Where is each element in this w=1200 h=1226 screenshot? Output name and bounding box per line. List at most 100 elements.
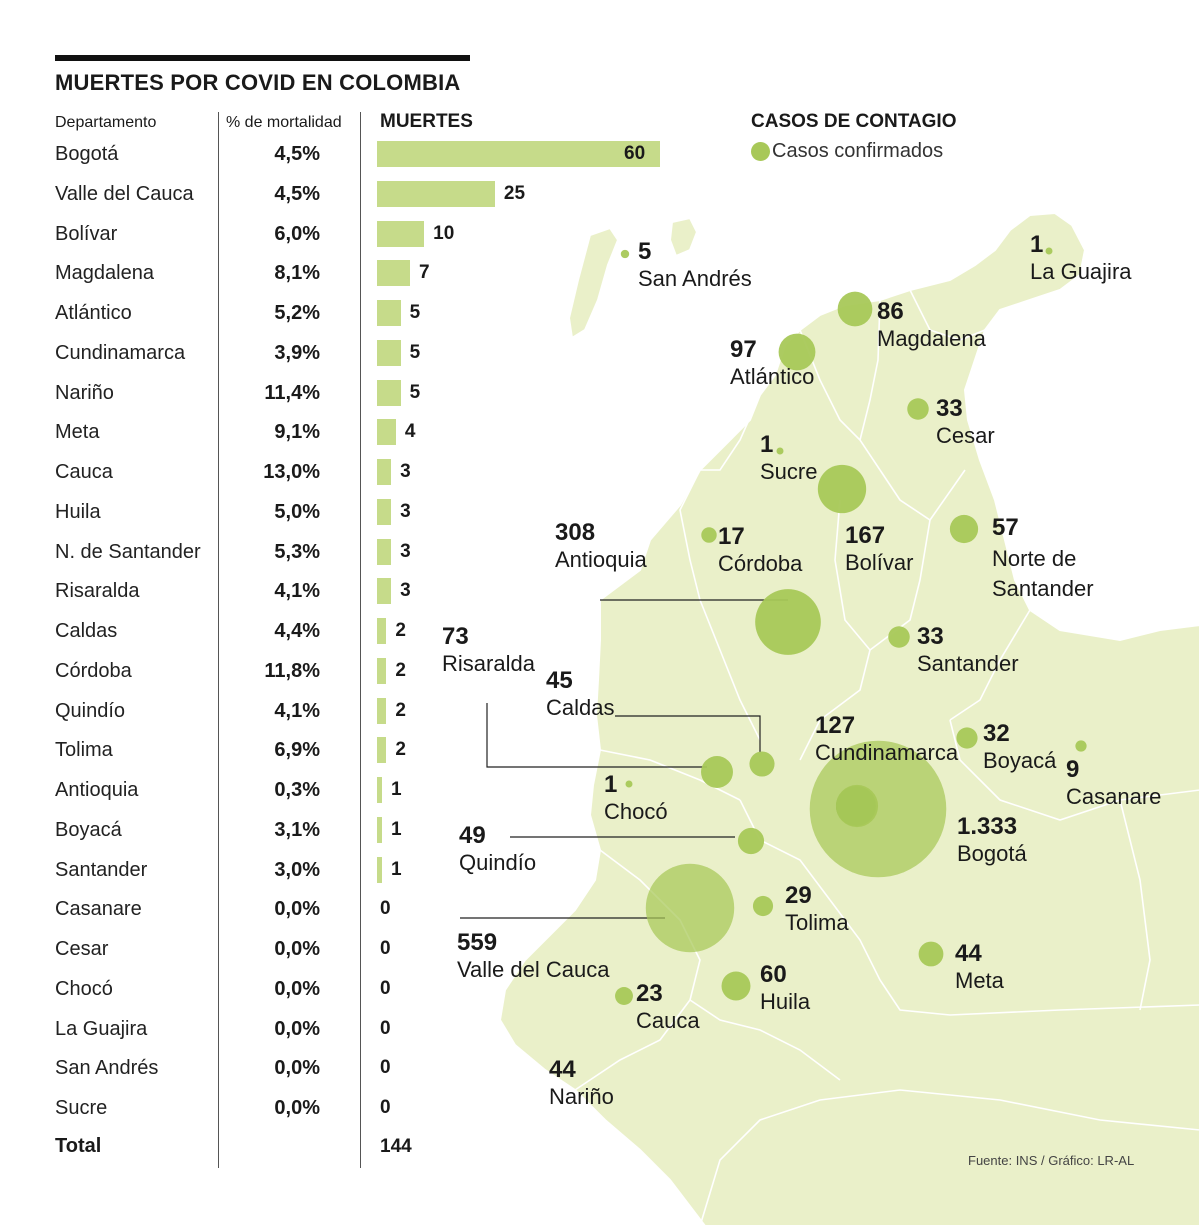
case-department: Casanare [1066,784,1162,809]
case-department: Sucre [760,459,818,484]
table-row: Antioquia 0,3% 1 [0,775,560,805]
case-count: 86 [877,298,904,325]
case-department: Santander [917,651,1019,676]
mortality-value: 11,4% [264,381,320,404]
table-row: Cauca 13,0% 3 [0,457,560,487]
mortality-value: 6,9% [274,739,320,762]
case-annotation: 57 Norte de Santander [992,516,1102,603]
deaths-value: 0 [380,898,391,920]
mortality-value: 13,0% [263,461,320,483]
case-count: 167 [845,522,886,549]
case-annotation: 49 Quindío [459,824,536,874]
case-annotation: 127 Cundinamarca [815,714,958,764]
deaths-value: 5 [409,302,421,323]
case-count: 5 [638,238,652,265]
case-annotation: 9 Casanare [1066,758,1161,808]
deaths-bar [377,498,392,525]
mortality-value: 3,9% [274,341,320,364]
department-label: Nariño [55,381,114,404]
column-divider-2 [360,112,361,1168]
department-label: Cesar [55,938,109,960]
department-label: Bogotá [55,143,119,165]
case-annotation: 60 Huila [760,963,810,1013]
legend-label: Casos confirmados [772,140,944,162]
deaths-value: 2 [395,739,406,761]
map-land [498,211,1200,1226]
mortality-value: 4,4% [274,620,320,642]
case-department: Nariño [549,1084,614,1109]
table-row: Magdalena 8,1% 7 [0,258,560,288]
total-value: 144 [380,1136,412,1157]
department-label: Risaralda [55,580,140,603]
case-annotation: 167 Bolívar [845,524,913,574]
case-annotation: 97 Atlántico [730,338,814,388]
deaths-value: 0 [380,1097,391,1118]
case-annotation: 23 Cauca [636,982,700,1032]
case-count: 60 [760,961,787,988]
case-annotation: 1.333 Bogotá [957,815,1027,865]
case-count: 559 [457,929,498,956]
table-row: Meta 9,1% 4 [0,417,560,447]
case-bubble [776,447,784,455]
column-header-deaths: MUERTES [380,111,473,132]
deaths-bar [377,578,392,605]
case-bubble [817,464,867,514]
deaths-value: 4 [404,421,416,443]
source-note: Fuente: INS / Gráfico: LR-AL [968,1153,1135,1168]
total-label: Total [55,1135,102,1157]
table-row: Córdoba 11,8% 2 [0,656,560,686]
case-count: 17 [718,523,745,550]
mortality-value: 0,0% [274,1017,320,1040]
case-bubble [835,784,879,828]
mortality-value: 0,3% [274,779,320,801]
deaths-value: 5 [409,381,421,403]
department-label: Santander [55,858,148,881]
case-bubble [949,514,979,544]
mortality-value: 9,1% [274,421,320,444]
case-annotation: 32 Boyacá [983,722,1056,772]
case-bubble [1075,740,1087,752]
mortality-value: 6,0% [274,222,320,245]
case-bubble [737,827,765,855]
deaths-bar [377,777,382,803]
case-bubble [918,941,944,967]
case-count: 97 [730,336,757,363]
mortality-value: 0,0% [274,1057,320,1080]
column-header-department: Departamento [55,114,157,131]
table-row: Cesar 0,0% 0 [0,934,560,964]
case-annotation: 44 Meta [955,942,1004,992]
legend-dot-icon [751,142,770,161]
deaths-value: 60 [624,143,646,164]
table-row: La Guajira 0,0% 0 [0,1014,560,1044]
department-label: Huila [55,500,101,523]
case-count: 57 [992,514,1019,541]
case-count: 1.333 [957,813,1018,840]
case-department: Cesar [936,423,995,448]
case-department: Atlántico [730,364,815,389]
case-count: 32 [983,720,1010,747]
department-label: N. de Santander [55,540,201,563]
case-annotation: 5 San Andrés [638,240,752,290]
deaths-bar [377,300,401,326]
case-department: Magdalena [877,326,986,351]
column-header-mortality: % de mortalidad [226,114,342,131]
mortality-value: 8,1% [274,262,320,285]
case-annotation: 1 La Guajira [1030,233,1132,283]
deaths-value: 2 [395,620,406,641]
deaths-value: 5 [409,341,421,363]
case-bubble [755,589,821,655]
case-department: Risaralda [442,651,535,676]
case-annotation: 17 Córdoba [718,525,802,575]
case-count: 308 [555,519,596,546]
deaths-value: 3 [400,540,411,562]
deaths-value: 25 [503,182,526,204]
case-annotation: 33 Santander [917,625,1019,675]
mortality-value: 0,0% [274,898,320,921]
case-department: Cauca [636,1008,700,1033]
case-annotation: 86 Magdalena [877,300,986,350]
case-bubble [721,971,751,1001]
case-bubble [615,987,633,1005]
case-bubble [701,756,733,788]
case-department: Valle del Cauca [457,957,610,982]
